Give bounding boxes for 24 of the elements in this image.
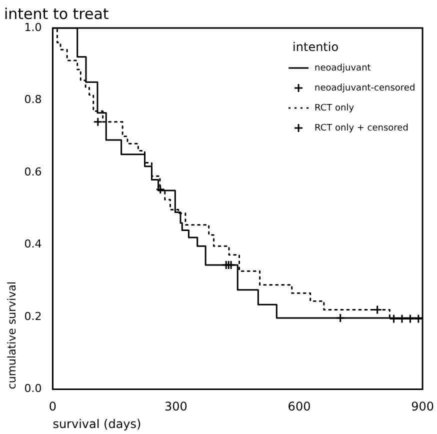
- point: [414, 314, 423, 324]
- chart-title: intent to treat: [4, 4, 109, 23]
- y-tick-label: 0.4: [24, 238, 42, 251]
- y-tick-label: 0.0: [24, 382, 42, 396]
- y-tick-label: 0.2: [24, 310, 42, 323]
- x-tick-label: 900: [411, 400, 434, 414]
- x-tick-label: 300: [164, 400, 188, 414]
- legend-label: neoadjuvant-censored: [314, 83, 416, 94]
- y-tick-label: 1.0: [24, 20, 42, 34]
- point: [389, 314, 399, 324]
- legend-label: RCT only: [314, 103, 355, 114]
- point: [156, 184, 166, 194]
- legend-label: RCT only + censored: [314, 123, 408, 134]
- point: [93, 117, 103, 127]
- y-axis-title: cumulative survival: [5, 281, 18, 390]
- x-tick-label: 0: [48, 400, 57, 414]
- point: [405, 314, 415, 324]
- x-axis-title: survival (days): [52, 416, 142, 431]
- y-tick-label: 0.8: [24, 93, 42, 106]
- legend-title: intentio: [292, 40, 339, 54]
- x-tick-label: 600: [288, 400, 311, 414]
- legend-label: neoadjuvant: [314, 63, 372, 74]
- point: [372, 304, 382, 314]
- y-tick-label: 0.6: [24, 165, 42, 178]
